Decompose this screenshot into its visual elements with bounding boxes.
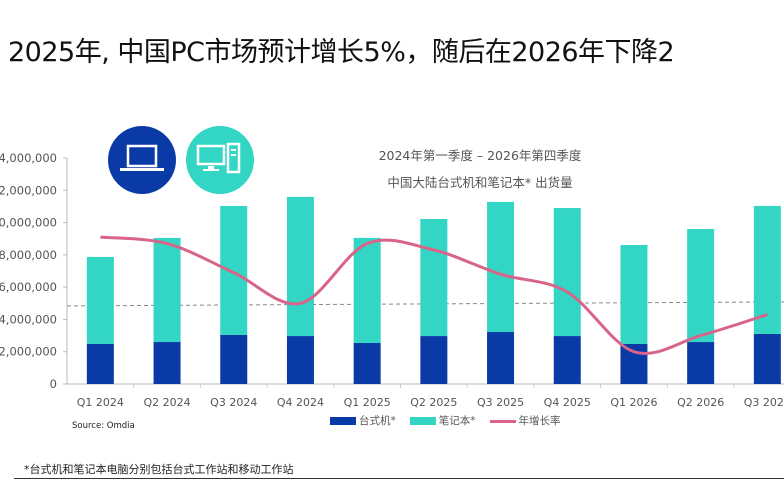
bar-desktop	[687, 342, 715, 384]
x-tick-label: Q1 2024	[77, 396, 124, 409]
x-tick-label: Q1 2025	[344, 396, 391, 409]
bar-desktop	[753, 333, 781, 384]
bar-desktop	[487, 332, 515, 384]
y-tick-label: 2,000,000	[0, 345, 57, 359]
legend-item-notebook: 笔记本*	[409, 413, 476, 428]
x-tick-label: Q2 2025	[410, 396, 457, 409]
desktop-computer-icon	[186, 126, 254, 194]
bar-notebook	[353, 237, 381, 343]
y-tick-label: 14,000,000	[0, 151, 57, 165]
chart-subtitle-period: 2024年第一季度 – 2026年第四季度	[378, 148, 582, 163]
divider	[14, 478, 784, 479]
bar-desktop	[620, 343, 648, 384]
bar-notebook	[687, 229, 715, 343]
bar-notebook	[286, 196, 314, 337]
bar-notebook	[86, 256, 114, 344]
x-tick-label: Q1 2026	[610, 396, 657, 409]
x-tick-label: Q2 2024	[143, 396, 190, 409]
laptop-icon	[108, 126, 176, 194]
legend-item-growth: 年增长率	[489, 413, 561, 428]
bar-notebook	[420, 219, 448, 337]
legend: 台式机* 笔记本* 年增长率	[330, 413, 561, 428]
bar-desktop	[553, 336, 581, 384]
legend-swatch	[330, 417, 356, 425]
bar-desktop	[353, 342, 381, 384]
bar-notebook	[487, 201, 515, 333]
x-tick-label: Q2 2026	[677, 396, 724, 409]
legend-swatch	[409, 417, 436, 425]
chart-subtitle: 中国大陆台式机和笔记本* 出货量	[387, 175, 573, 190]
x-tick-label: Q3 2025	[477, 396, 524, 409]
legend-label: 笔记本*	[438, 415, 476, 427]
bar-notebook	[753, 205, 781, 334]
legend-label: 台式机*	[359, 415, 396, 427]
y-tick-label: 4,000,000	[0, 312, 57, 326]
source-note: Source: Omdia	[72, 421, 135, 431]
bar-notebook	[620, 245, 648, 344]
bar-desktop	[86, 343, 114, 384]
bar-desktop	[286, 336, 314, 384]
legend-label: 年增长率	[518, 415, 561, 427]
bar-notebook	[220, 205, 248, 335]
page-title: 2025年, 中国PC市场预计增长5%，随后在2026年下降2	[8, 37, 675, 68]
bar-desktop	[153, 342, 181, 384]
bar-notebook	[553, 208, 581, 337]
y-tick-label: 0	[50, 377, 57, 391]
y-tick-label: 10,000,000	[0, 216, 57, 230]
x-tick-label: Q3 2026	[744, 396, 784, 409]
y-tick-label: 12,000,000	[0, 183, 57, 197]
legend-item-desktop: 台式机*	[330, 413, 396, 428]
x-tick-label: Q4 2024	[277, 396, 324, 409]
bar-desktop	[220, 334, 248, 384]
x-tick-label: Q3 2024	[210, 396, 257, 409]
x-tick-label: Q4 2025	[544, 396, 591, 409]
legend-swatch	[489, 419, 516, 423]
bar-notebook	[153, 237, 181, 343]
bar-desktop	[420, 336, 448, 384]
y-tick-label: 6,000,000	[0, 280, 57, 294]
footnote: *台式机和笔记本电脑分别包括台式工作站和移动工作站	[24, 463, 294, 476]
chart: 0 2,000,000 4,000,000 6,000,000 8,000,000 10,…	[0, 151, 784, 409]
y-tick-label: 8,000,000	[0, 248, 57, 262]
